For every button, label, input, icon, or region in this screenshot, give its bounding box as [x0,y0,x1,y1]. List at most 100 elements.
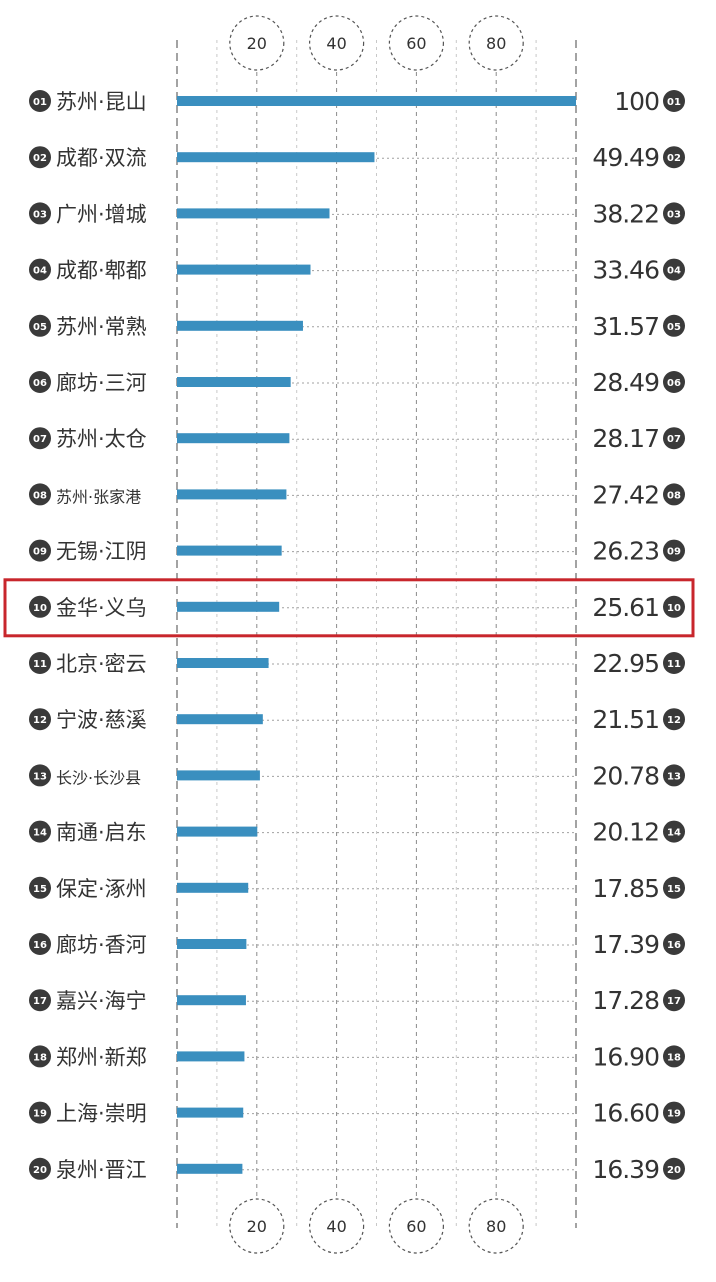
bar [177,658,269,668]
rank-badge-left-label: 20 [33,1165,47,1176]
value-label: 33.46 [592,256,659,285]
rank-badge-right [663,595,685,618]
highlight-box [3,578,695,638]
axis-tick-label-top: 20 [247,34,267,53]
rank-badge-right-label: 04 [667,266,681,277]
rank-badge-left-label: 13 [33,771,47,782]
rank-badge-left-label: 09 [33,547,47,558]
category-label: 金华·义乌 [56,596,147,620]
bar [177,208,330,219]
bar [177,882,249,893]
rank-badge-left-label: 16 [33,940,47,951]
bar [177,377,291,387]
value-label: 25.61 [592,593,659,622]
category-label: 无锡·江阴 [56,540,147,564]
category-label: 苏州·常熟 [56,315,147,339]
rank-badge-left [29,483,51,506]
bar [177,1107,244,1118]
axis-tick-circle-top [309,15,365,71]
bar [177,545,282,556]
bar [177,489,287,500]
value-label: 28.49 [592,368,659,397]
rank-badge-left-label: 08 [33,490,47,501]
rank-badge-left-label: 14 [33,828,47,839]
rank-badge-right-label: 10 [667,603,681,614]
rank-badge-left [29,1157,51,1180]
bar [177,995,246,1006]
value-label: 17.85 [592,874,659,903]
rank-badge-left-label: 01 [33,97,47,108]
rank-badge-left [29,146,51,169]
rank-badge-right [663,820,685,843]
bar [177,1051,245,1062]
value-label: 16.39 [592,1155,659,1184]
bar [177,939,247,949]
category-label: 北京·密云 [56,652,147,676]
rank-badge-left [29,202,51,225]
value-label: 20.78 [592,761,659,790]
category-label: 廊坊·三河 [56,371,147,395]
rank-badge-right-label: 03 [667,209,681,220]
value-label: 20.12 [592,818,659,847]
rank-badge-right [663,1101,685,1124]
rank-badge-left [29,427,51,450]
rank-badge-right-label: 17 [667,996,681,1007]
rank-badge-right-label: 15 [667,884,681,895]
value-label: 16.90 [592,1042,659,1071]
category-label: 郑州·新郑 [56,1045,147,1069]
rank-badge-right [663,314,685,337]
category-label: 廊坊·香河 [56,933,147,957]
rank-badge-left-label: 05 [33,322,47,333]
rank-badge-right-label: 02 [667,153,681,164]
rank-badge-right-label: 06 [667,378,681,389]
rank-badge-right [663,708,685,731]
axis-tick-circle-bottom [388,1198,444,1254]
rank-badge-left-label: 15 [33,884,47,895]
rank-badge-left-label: 10 [33,603,47,614]
axis-tick-label-bottom: 40 [326,1217,346,1236]
category-label: 上海·崇明 [56,1102,147,1126]
rank-badge-right [663,539,685,562]
value-label: 17.28 [592,986,659,1015]
rank-badge-right-label: 18 [667,1052,681,1063]
bar [177,601,280,612]
value-label: 17.39 [592,930,659,959]
axis-tick-label-top: 80 [486,34,506,53]
rank-badge-left [29,820,51,843]
rank-badge-left [29,1045,51,1068]
value-label: 27.42 [592,480,659,509]
category-label: 苏州·太仓 [56,427,147,451]
value-label: 38.22 [592,199,659,228]
rank-badge-right [663,146,685,169]
rank-badge-right-label: 09 [667,547,681,558]
rank-badge-left [29,1101,51,1124]
bar [177,714,263,725]
rank-badge-right-label: 16 [667,940,681,951]
rank-badge-left [29,764,51,787]
rank-badge-left [29,989,51,1012]
rank-badge-right-label: 20 [667,1165,681,1176]
rank-badge-left-label: 07 [33,434,47,445]
rank-badge-right [663,1045,685,1068]
axis-tick-circle-top [468,15,524,71]
rank-badge-right-label: 11 [667,659,681,670]
rank-badge-left [29,652,51,674]
rank-badge-left [29,876,51,899]
rank-badge-left [29,708,51,731]
category-label: 长沙·长沙县 [56,768,141,787]
rank-badge-left [29,371,51,393]
category-label: 成都·郫都 [56,259,147,283]
rank-badge-right-label: 01 [667,97,681,108]
axis-tick-label-top: 40 [326,34,346,53]
rank-badge-right [663,764,685,787]
rank-badge-right [663,989,685,1012]
category-label: 泉州·晋江 [56,1158,147,1182]
axis-tick-label-top: 60 [406,34,426,53]
rank-badge-right [663,483,685,506]
axis-tick-circle-bottom [468,1198,524,1254]
value-label: 100 [614,87,659,116]
rank-badge-left-label: 04 [33,266,47,277]
rank-badge-right-label: 19 [667,1109,681,1120]
category-label: 苏州·昆山 [56,90,147,114]
